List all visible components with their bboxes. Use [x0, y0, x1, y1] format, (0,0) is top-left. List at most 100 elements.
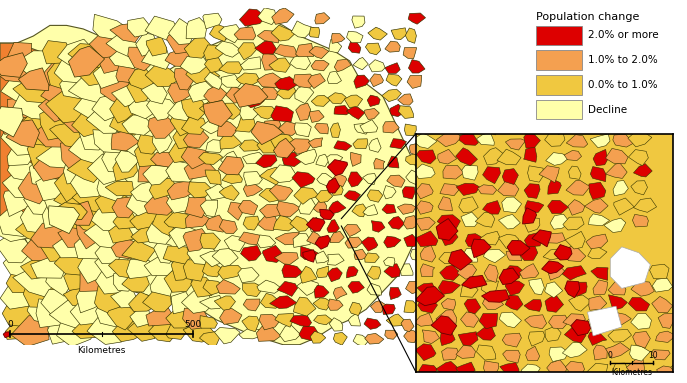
- Polygon shape: [382, 89, 401, 101]
- Polygon shape: [327, 268, 342, 282]
- Polygon shape: [54, 58, 93, 83]
- Polygon shape: [52, 234, 91, 258]
- Polygon shape: [385, 63, 401, 74]
- Polygon shape: [334, 141, 352, 151]
- Polygon shape: [529, 278, 544, 295]
- Polygon shape: [18, 172, 54, 204]
- Polygon shape: [89, 29, 122, 58]
- Polygon shape: [442, 230, 458, 246]
- Polygon shape: [568, 166, 581, 179]
- Polygon shape: [185, 197, 208, 218]
- Polygon shape: [387, 175, 405, 187]
- Polygon shape: [274, 252, 298, 264]
- Polygon shape: [270, 165, 297, 182]
- Polygon shape: [253, 106, 278, 119]
- Polygon shape: [111, 130, 139, 151]
- Polygon shape: [144, 257, 177, 276]
- Polygon shape: [76, 288, 111, 313]
- Polygon shape: [240, 246, 261, 261]
- Polygon shape: [243, 283, 264, 296]
- Polygon shape: [369, 138, 381, 152]
- Polygon shape: [188, 182, 213, 198]
- Polygon shape: [586, 234, 608, 249]
- Polygon shape: [415, 231, 438, 247]
- Polygon shape: [460, 312, 479, 327]
- Text: Kilometres: Kilometres: [611, 368, 652, 377]
- Polygon shape: [212, 249, 238, 267]
- Polygon shape: [364, 318, 381, 329]
- Polygon shape: [113, 210, 139, 229]
- Polygon shape: [97, 170, 132, 202]
- Polygon shape: [633, 164, 652, 177]
- Polygon shape: [0, 107, 23, 137]
- Polygon shape: [58, 105, 97, 133]
- Polygon shape: [383, 257, 395, 267]
- Polygon shape: [346, 106, 365, 119]
- Polygon shape: [234, 27, 256, 40]
- Polygon shape: [169, 144, 192, 163]
- Polygon shape: [403, 187, 415, 199]
- Polygon shape: [0, 18, 420, 345]
- Polygon shape: [480, 231, 500, 245]
- Polygon shape: [166, 32, 190, 54]
- Polygon shape: [269, 296, 297, 308]
- Polygon shape: [677, 278, 687, 294]
- Polygon shape: [455, 362, 475, 375]
- Polygon shape: [187, 243, 217, 265]
- Polygon shape: [629, 298, 650, 311]
- Polygon shape: [68, 44, 106, 68]
- Polygon shape: [349, 302, 362, 316]
- Polygon shape: [629, 150, 649, 165]
- Polygon shape: [367, 190, 383, 202]
- Polygon shape: [330, 123, 340, 137]
- Polygon shape: [0, 60, 32, 83]
- Polygon shape: [541, 261, 564, 274]
- Polygon shape: [277, 282, 297, 296]
- Polygon shape: [277, 201, 300, 217]
- Polygon shape: [184, 159, 216, 179]
- Polygon shape: [55, 203, 87, 219]
- Polygon shape: [440, 265, 461, 280]
- Polygon shape: [471, 239, 491, 258]
- Text: Decline: Decline: [588, 105, 627, 115]
- Polygon shape: [100, 77, 131, 105]
- Polygon shape: [54, 253, 91, 276]
- Polygon shape: [367, 283, 381, 295]
- Polygon shape: [60, 74, 87, 100]
- Polygon shape: [227, 202, 244, 220]
- Polygon shape: [464, 299, 481, 314]
- Polygon shape: [72, 318, 105, 339]
- Polygon shape: [260, 293, 282, 308]
- Polygon shape: [200, 200, 218, 217]
- Polygon shape: [69, 46, 104, 77]
- Polygon shape: [417, 201, 433, 214]
- Polygon shape: [13, 77, 51, 103]
- Polygon shape: [3, 251, 40, 278]
- Polygon shape: [109, 113, 143, 135]
- Polygon shape: [482, 167, 500, 184]
- Polygon shape: [503, 350, 520, 363]
- Polygon shape: [483, 119, 502, 135]
- Polygon shape: [333, 287, 347, 300]
- Polygon shape: [262, 120, 281, 136]
- Polygon shape: [126, 192, 156, 216]
- Polygon shape: [568, 116, 589, 132]
- Polygon shape: [143, 290, 172, 312]
- Polygon shape: [367, 266, 381, 279]
- Polygon shape: [482, 281, 499, 294]
- Polygon shape: [293, 233, 311, 247]
- Polygon shape: [145, 16, 179, 40]
- Polygon shape: [95, 250, 128, 278]
- Polygon shape: [499, 268, 519, 285]
- Polygon shape: [136, 33, 157, 56]
- Polygon shape: [415, 344, 436, 361]
- Polygon shape: [590, 134, 610, 148]
- Polygon shape: [417, 283, 434, 296]
- Polygon shape: [563, 342, 587, 358]
- Polygon shape: [218, 25, 242, 43]
- Polygon shape: [569, 295, 592, 311]
- Polygon shape: [116, 64, 139, 83]
- Polygon shape: [460, 283, 478, 297]
- Polygon shape: [23, 280, 63, 308]
- Polygon shape: [313, 315, 332, 325]
